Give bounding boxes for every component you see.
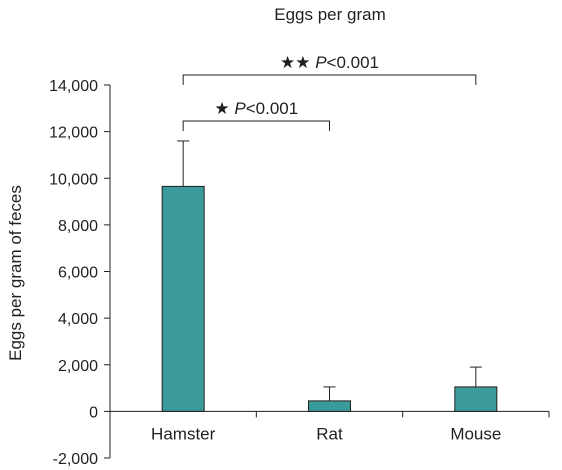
x-category-label: Rat: [316, 424, 343, 443]
bar: [308, 400, 351, 412]
y-tick-label: 10,000: [49, 171, 98, 188]
y-tick-label: 0: [89, 404, 98, 421]
y-tick-label: 6,000: [58, 265, 98, 282]
y-tick-label: 2,000: [58, 358, 98, 375]
significance-bracket: [182, 74, 477, 85]
chart-title: Eggs per gram: [274, 5, 386, 24]
bar: [454, 386, 498, 412]
significance-label: ★★ P<0.001: [280, 53, 379, 72]
x-category-label: Hamster: [151, 424, 216, 443]
y-axis-title: Eggs per gram of feces: [6, 185, 25, 361]
y-tick-label: 4,000: [58, 311, 98, 328]
significance-bracket: [182, 120, 330, 131]
y-tick-label: -2,000: [53, 451, 98, 468]
y-tick-label: 14,000: [49, 78, 98, 95]
bar: [161, 185, 205, 412]
y-tick-label: 8,000: [58, 218, 98, 235]
x-category-label: Mouse: [450, 424, 501, 443]
y-tick-label: 12,000: [49, 125, 98, 142]
significance-label: ★ P<0.001: [214, 99, 298, 118]
